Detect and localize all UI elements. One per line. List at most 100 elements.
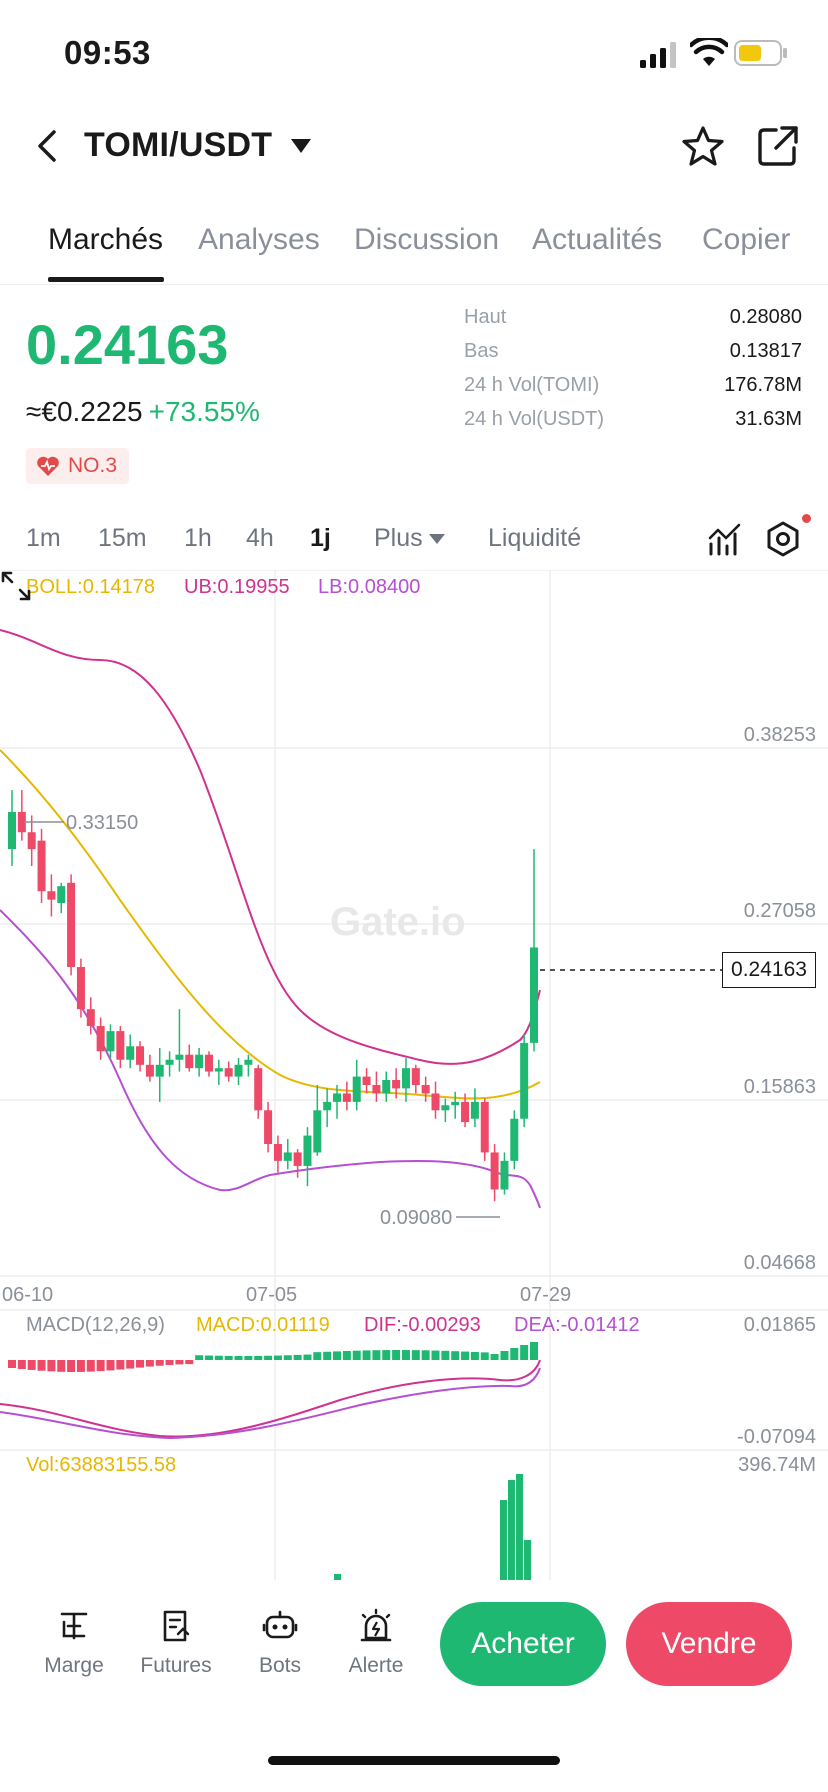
timeframe-more[interactable]: Plus — [374, 524, 445, 553]
timeframe-1m[interactable]: 1m — [26, 524, 61, 552]
bot-icon — [262, 1610, 298, 1639]
bollinger-bands — [0, 629, 541, 1209]
macd-bar — [500, 1351, 509, 1360]
volume-label: Vol:63883155.58 — [26, 1454, 177, 1476]
upper-band — [0, 629, 541, 1065]
chevron-down-icon — [428, 534, 445, 545]
candle-body — [126, 1046, 135, 1060]
candle-body — [204, 1054, 213, 1072]
candle-body — [382, 1079, 391, 1094]
y-tick: 0.04668 — [743, 1252, 816, 1274]
macd-bar — [67, 1360, 76, 1372]
lb-label: LB:0.08400 — [318, 576, 421, 598]
favorite-star-icon[interactable] — [680, 124, 726, 170]
macd-bar — [17, 1360, 26, 1369]
wifi-icon — [690, 38, 728, 66]
active-tab-indicator — [48, 277, 164, 282]
stat-label: Bas — [464, 340, 499, 362]
candle-body — [145, 1064, 154, 1077]
macd-bar — [441, 1350, 450, 1360]
status-bar: 09:53 — [0, 0, 828, 100]
macd-bar — [145, 1360, 154, 1367]
expand-icon[interactable] — [0, 570, 32, 602]
timeframe-1h[interactable]: 1h — [184, 524, 212, 552]
liquidity-tab[interactable]: Liquidité — [488, 524, 582, 552]
macd-bar — [214, 1355, 223, 1360]
home-indicator — [268, 1756, 560, 1765]
candle-body — [421, 1085, 430, 1094]
x-tick: 07-05 — [246, 1284, 298, 1306]
stat-row-vol-base: 24 h Vol(TOMI) 176.78M — [464, 374, 802, 408]
header: TOMI/USDT — [0, 112, 828, 184]
rank-badge[interactable]: NO.3 — [26, 448, 130, 484]
price-change: +73.55% — [148, 396, 260, 427]
tab-copy[interactable]: Copier — [702, 223, 791, 256]
stat-value: 31.63M — [735, 408, 802, 430]
pair-title[interactable]: TOMI/USDT — [84, 126, 273, 164]
tab-markets[interactable]: Marchés — [48, 223, 164, 256]
back-arrow-icon[interactable] — [30, 126, 66, 166]
kline-chart[interactable]: Gate.io BOLL:0.14178 UB:0.19955 LB:0.084… — [0, 570, 828, 1580]
macd-bar — [530, 1342, 538, 1360]
heart-icon — [37, 456, 59, 476]
tab-discussion[interactable]: Discussion — [354, 223, 500, 256]
buy-button[interactable]: Acheter — [440, 1602, 606, 1686]
sell-button[interactable]: Vendre — [626, 1602, 792, 1686]
macd-label: MACD(12,26,9) — [26, 1314, 165, 1336]
candle-body — [224, 1068, 233, 1077]
timeframe-4h[interactable]: 4h — [246, 524, 274, 552]
macd-bar — [204, 1355, 213, 1360]
pair-dropdown-icon[interactable] — [290, 138, 312, 154]
macd-bar — [323, 1351, 332, 1360]
macd-bar — [372, 1350, 381, 1360]
candle-body — [27, 832, 36, 850]
alert-button[interactable]: Alerte — [336, 1608, 416, 1678]
candle-body — [520, 1042, 529, 1119]
bots-button[interactable]: Bots — [240, 1608, 320, 1678]
candle-body — [480, 1101, 489, 1153]
candle-body — [86, 1009, 95, 1027]
candle-body — [451, 1101, 460, 1106]
macd-bar — [421, 1350, 430, 1360]
macd-panel — [0, 1342, 541, 1440]
candle-body — [333, 1093, 342, 1102]
candle-body — [17, 812, 26, 833]
share-icon[interactable] — [756, 124, 800, 168]
timeframe-15m[interactable]: 15m — [98, 524, 147, 552]
futures-button[interactable]: Futures — [136, 1608, 216, 1678]
rank-label: NO.3 — [68, 454, 118, 477]
candle-body — [431, 1093, 440, 1111]
macd-bar — [313, 1352, 322, 1360]
tab-news[interactable]: Actualités — [532, 223, 663, 256]
macd-bar — [461, 1351, 470, 1360]
margin-icon — [60, 1612, 88, 1640]
margin-button[interactable]: Marge — [34, 1608, 114, 1678]
candle-body — [461, 1101, 470, 1123]
macd-bar — [195, 1355, 204, 1360]
candle-body — [244, 1059, 253, 1065]
macd-bar — [165, 1360, 174, 1365]
macd-bar — [411, 1350, 420, 1360]
candle-body — [303, 1135, 312, 1166]
settings-icon[interactable] — [764, 520, 802, 558]
volume-panel — [334, 1474, 531, 1580]
current-price-tag: 0.24163 — [722, 952, 816, 988]
macd-bar — [382, 1350, 391, 1360]
candle-body — [195, 1054, 204, 1069]
macd-bar — [37, 1360, 46, 1371]
watermark-logo: Gate.io — [330, 900, 466, 944]
low-marker-label: 0.09080 — [380, 1207, 453, 1229]
timeframe-1d[interactable]: 1j — [310, 524, 331, 552]
stats-table: Haut 0.28080 Bas 0.13817 24 h Vol(TOMI) 176… — [464, 306, 802, 442]
indicator-icon[interactable] — [708, 522, 742, 556]
x-tick: 07-29 — [520, 1284, 572, 1306]
candle-body — [165, 1059, 174, 1065]
tab-analyses[interactable]: Analyses — [198, 223, 320, 256]
macd-value: MACD:0.01119 — [196, 1314, 330, 1336]
candle-body — [96, 1026, 105, 1052]
macd-bar — [293, 1354, 302, 1360]
macd-bar — [303, 1354, 312, 1360]
stat-value: 176.78M — [724, 374, 802, 396]
candle-body — [175, 1054, 184, 1060]
volume-tick: 396.74M — [738, 1454, 816, 1476]
